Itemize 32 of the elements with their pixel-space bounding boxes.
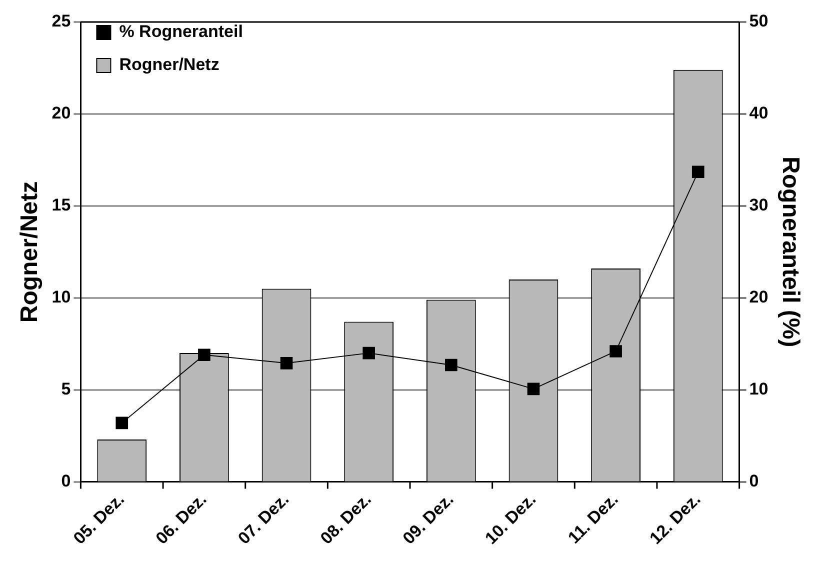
point [280,357,293,370]
y-axis-title: Rogner/Netz [16,181,44,323]
y2-tick-label: 50 [749,12,768,31]
x-tick-label: 12. Dez. [646,490,704,548]
point [362,346,375,360]
y2-tick-label: 40 [749,104,768,123]
y2-axis-title: Rogneranteil (%) [776,156,804,348]
point [116,416,128,430]
x-tick-label: 06. Dez. [152,490,210,548]
y2-tick-label: 30 [749,196,768,215]
x-tick-label: 08. Dez. [316,490,375,548]
y-tick-label: 5 [61,380,71,399]
y2-tick-label: 0 [749,471,759,490]
point [445,358,458,372]
point [610,345,622,358]
y2-tick-label: 10 [749,380,768,399]
x-tick-label: 10. Dez. [481,490,540,548]
legend-label: Rogner/Netz [119,55,220,74]
point [527,382,540,396]
legend-label: % Rogneranteil [119,22,243,42]
x-tick-label: 11. Dez. [564,490,622,548]
x-tick-label: 05. Dez. [70,490,128,548]
y-tick-label: 20 [52,104,71,123]
y-tick-label: 25 [52,12,71,31]
y-tick-label: 10 [52,288,71,307]
point [692,166,704,178]
point [198,348,210,362]
y-tick-label: 15 [52,196,71,215]
y-tick-label: 0 [61,471,71,490]
y2-tick-label: 20 [749,288,768,307]
x-tick-label: 09. Dez. [399,490,458,548]
x-tick-label: 07. Dez. [234,490,293,548]
